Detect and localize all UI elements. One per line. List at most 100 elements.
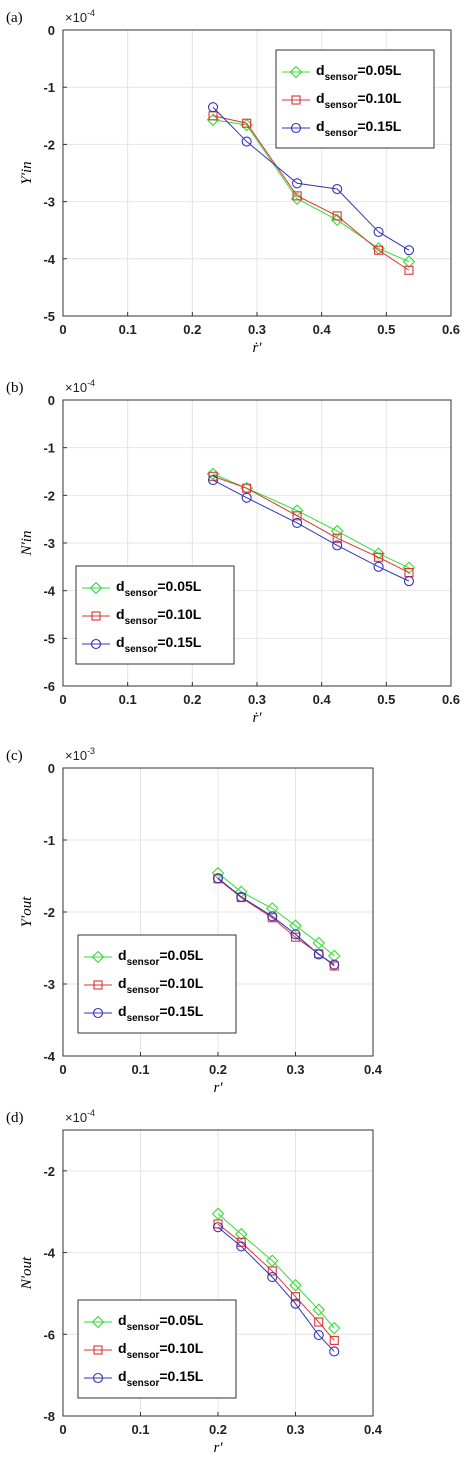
data-point <box>292 511 302 521</box>
series-015L <box>207 475 415 587</box>
data-point <box>242 118 252 128</box>
legend-marker <box>89 581 103 595</box>
x-tick-label: 0 <box>59 1062 66 1077</box>
data-point <box>312 936 326 950</box>
legend-marker <box>92 1007 104 1019</box>
x-tick-label: 0.1 <box>131 1422 149 1437</box>
axis-exponent: ×10-4 <box>65 1108 95 1125</box>
legend-name: d <box>118 1340 127 1356</box>
legend-name-subscript: sensor <box>127 957 160 968</box>
data-point <box>292 191 302 201</box>
legend-name: d <box>118 1312 127 1328</box>
legend-name: d <box>116 634 125 650</box>
data-point <box>313 949 324 960</box>
data-point <box>327 1321 341 1335</box>
y-tick-label: -2 <box>43 137 55 152</box>
panel-label: (d) <box>6 1110 24 1126</box>
legend-name-subscript: sensor <box>325 100 358 111</box>
data-point <box>207 475 219 486</box>
x-tick-label: 0.2 <box>183 322 201 337</box>
panel-label: (c) <box>6 748 23 764</box>
data-point <box>236 1241 247 1252</box>
legend-name-value: =0.05L <box>159 1312 203 1328</box>
legend-name-subscript: sensor <box>127 1322 160 1333</box>
legend-name-value: =0.10L <box>157 606 201 622</box>
legend-marker <box>93 1345 103 1355</box>
legend-marker <box>290 122 302 134</box>
y-tick-label: -4 <box>43 1049 55 1064</box>
data-point <box>267 1266 277 1276</box>
x-tick-label: 0.6 <box>442 322 460 337</box>
legend-name-subscript: sensor <box>325 128 358 139</box>
legend-name-subscript: sensor <box>127 985 160 996</box>
series-015L <box>212 1222 340 1357</box>
x-tick-label: 0.4 <box>313 322 332 337</box>
legend-entry: dsensor=0.10L <box>118 1340 204 1361</box>
x-tick-label: 0 <box>59 1422 66 1437</box>
y-tick-label: -4 <box>43 1246 55 1261</box>
data-point <box>373 226 384 237</box>
legend-name-value: =0.10L <box>159 975 203 991</box>
legend-name-subscript: sensor <box>127 1013 160 1024</box>
y-tick-label: -4 <box>43 584 55 599</box>
chart-panel-b: 0 0.1 0.2 0.3 0.4 0.5 0.6-6-5-4-3-2-10×10-4(b)… <box>6 378 460 726</box>
x-tick-label: 0.5 <box>377 322 395 337</box>
legend-name-subscript: sensor <box>325 72 358 83</box>
exponent-power: -4 <box>87 378 95 388</box>
data-point <box>329 959 340 970</box>
y-tick-label: 0 <box>48 761 55 776</box>
x-tick-label: 0.1 <box>119 322 137 337</box>
x-tick-label: 0.2 <box>183 692 201 707</box>
data-point <box>402 255 416 268</box>
legend-entry: dsensor=0.15L <box>118 1368 204 1389</box>
y-axis-label: Y′in <box>19 161 35 184</box>
x-tick-label: 0.3 <box>248 322 266 337</box>
x-axis-label: ṙ′ <box>252 340 262 356</box>
data-point <box>332 533 342 543</box>
x-tick-label: 0.1 <box>131 1062 149 1077</box>
x-tick-label: 0.1 <box>119 692 137 707</box>
legend-entry: dsensor=0.15L <box>116 634 202 655</box>
data-point <box>292 178 303 189</box>
legend-name: d <box>118 1003 127 1019</box>
legend-name-subscript: sensor <box>127 1378 160 1389</box>
y-tick-label: -2 <box>43 905 55 920</box>
x-axis-label: r′ <box>213 1080 223 1096</box>
legend-name-value: =0.05L <box>157 578 201 594</box>
data-point <box>241 136 252 147</box>
panel-label: (b) <box>6 380 24 396</box>
legend-marker <box>92 1372 104 1384</box>
series-line <box>212 115 410 271</box>
legend-box <box>275 49 435 149</box>
y-axis-label: N′in <box>19 531 35 557</box>
data-point <box>265 1254 279 1268</box>
x-tick-label: 0 <box>59 692 66 707</box>
legend-entry: dsensor=0.05L <box>316 62 402 83</box>
y-tick-label: 0 <box>48 393 55 408</box>
y-tick-label: -3 <box>43 536 55 551</box>
x-tick-label: 0.4 <box>364 1062 383 1077</box>
data-point <box>289 919 302 932</box>
legend-name-value: =0.05L <box>357 62 401 78</box>
data-point <box>290 1292 301 1302</box>
x-tick-label: 0.3 <box>286 1422 304 1437</box>
exponent-base: ×10 <box>65 1110 87 1125</box>
data-point <box>373 561 384 572</box>
axis-exponent: ×10-4 <box>65 378 95 395</box>
panel-label: (a) <box>6 10 23 26</box>
y-tick-label: -3 <box>43 195 55 210</box>
series-005L <box>206 467 416 575</box>
y-tick-label: -5 <box>43 309 55 324</box>
x-tick-label: 0 <box>59 322 66 337</box>
legend-name-subscript: sensor <box>125 588 158 599</box>
x-tick-label: 0.5 <box>377 692 395 707</box>
legend-name: d <box>316 62 325 78</box>
legend-entry: dsensor=0.10L <box>316 90 402 111</box>
data-point <box>207 102 219 113</box>
legend-entry: dsensor=0.10L <box>118 975 204 996</box>
legend-name: d <box>118 1368 127 1384</box>
y-axis-label: N′out <box>19 1256 35 1290</box>
